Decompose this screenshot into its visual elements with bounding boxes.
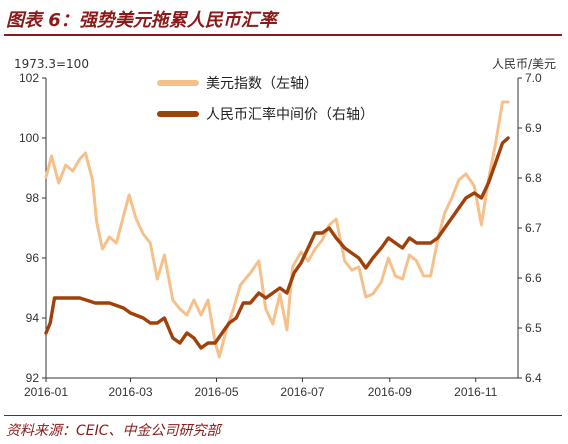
right-tick-label: 6.4 (525, 371, 542, 385)
legend: 美元指数（左轴） 人民币汇率中间价（右轴） (157, 76, 374, 123)
figure-title: 图表 6：强势美元拖累人民币汇率 (6, 10, 277, 31)
right-axis-ticks: 6.4 6.5 6.6 6.7 6.8 6.9 7.0 (518, 71, 542, 385)
right-axis-note: 人民币/美元 (492, 57, 556, 71)
source-rule (4, 415, 562, 416)
x-tick-label: 2016-07 (280, 385, 324, 399)
series-line-dollar-index (44, 100, 510, 359)
x-tick-label: 2016-11 (454, 385, 497, 399)
legend-label-cny: 人民币汇率中间价（右轴） (206, 106, 374, 123)
left-tick-label: 102 (19, 71, 39, 85)
right-tick-label: 6.7 (525, 221, 542, 235)
plot-frame (45, 78, 519, 379)
right-tick-label: 6.5 (525, 321, 542, 335)
x-tick-label: 2016-01 (24, 385, 68, 399)
left-tick-label: 92 (26, 371, 40, 385)
x-axis-ticks: 2016-01 2016-03 2016-05 2016-07 2016-09 2016-… (24, 378, 498, 399)
left-tick-label: 100 (19, 131, 39, 145)
series-line-rmb-central-parity (44, 136, 510, 350)
x-tick-label: 2016-03 (109, 385, 153, 399)
x-tick-label: 2016-05 (194, 385, 238, 399)
right-tick-label: 6.8 (525, 171, 542, 185)
x-tick-label: 2016-09 (368, 385, 412, 399)
left-axis-ticks: 92 94 96 98 100 102 (19, 71, 46, 385)
series-layer (44, 100, 510, 359)
left-tick-label: 94 (26, 311, 40, 325)
right-tick-label: 7.0 (525, 71, 542, 85)
legend-label-dxy: 美元指数（左轴） (206, 76, 318, 92)
right-tick-label: 6.9 (525, 121, 542, 135)
left-tick-label: 98 (26, 191, 40, 205)
left-tick-label: 96 (26, 251, 40, 265)
left-axis-note: 1973.3=100 (14, 57, 89, 71)
right-tick-label: 6.6 (525, 271, 542, 285)
source-note: 资料来源：CEIC、中金公司研究部 (6, 423, 221, 439)
title-rule (4, 34, 562, 36)
